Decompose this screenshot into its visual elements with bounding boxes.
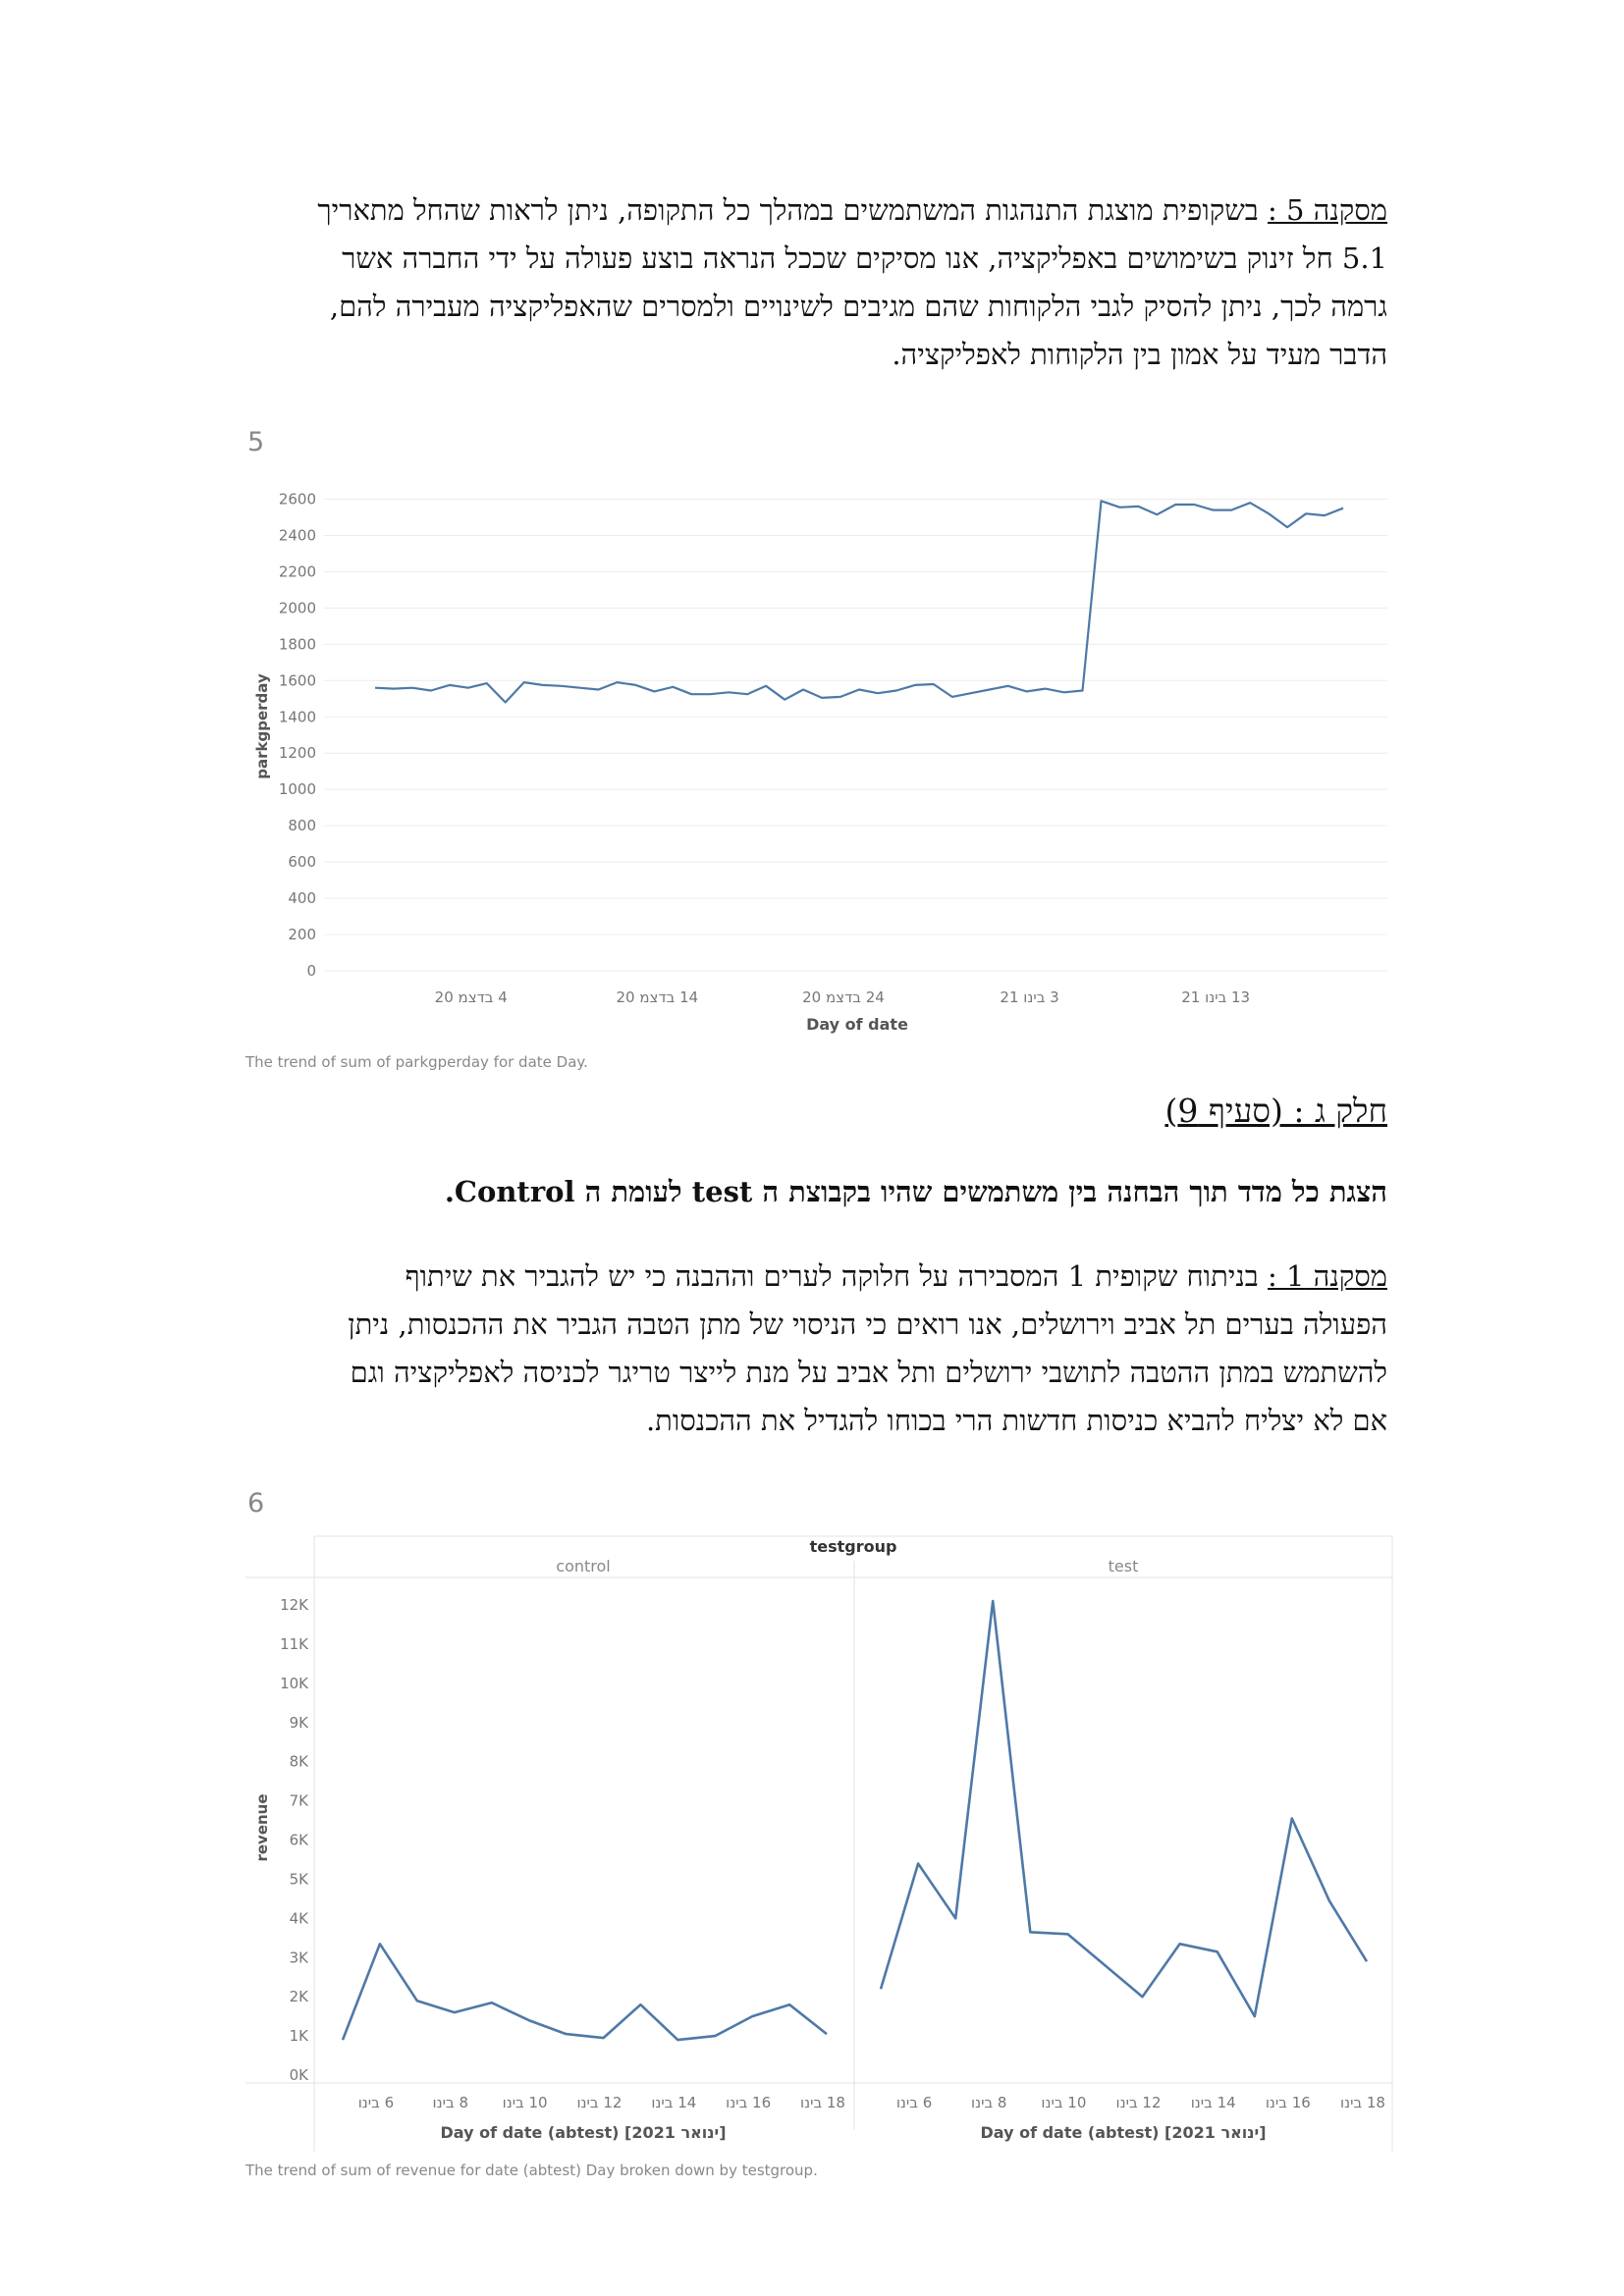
chart1-x-tick-label: 3 בינו 21 [1000,988,1058,1006]
chart2-series-line-test [879,1599,1369,2018]
chart2-x-ticks: 6 בינו 8 בינו 10 בינו 12 בינו 14 בינו 16 בינו… [358,2094,1385,2111]
conclusion-1-text: בניתוח שקופית 1 המסבירה על חלוקה לערים ו… [348,1259,1387,1437]
chart1-y-tick-label: 1600 [279,671,316,689]
conclusion-5-paragraph: מסקנה 5 : בשקופית מוצגת התנהגות המשתמשים… [314,187,1387,379]
chart1-x-tick-label: 4 בדצמ 20 [435,988,508,1006]
chart1-y-tick-label: 400 [288,889,316,907]
chart2-x-tick-label: 10 בינו [503,2094,548,2111]
conclusion-1-paragraph: מסקנה 1 : בניתוח שקופית 1 המסבירה על חלו… [314,1253,1387,1445]
chart1-x-tick-label: 24 בדצמ 20 [802,988,885,1006]
chart2-x-axis-label-control: Day of date (abtest) [ינואר 2021] [440,2123,726,2142]
chart1-y-tick-label: 1400 [279,708,316,725]
chart2-x-tick-label: 12 בינו [576,2094,622,2111]
panel-test-header: test [1109,1557,1139,1575]
chart1-x-tick-label: 13 בינו 21 [1181,988,1250,1006]
parkgperday-line-chart: 2600240022002000180016001400120010008006… [253,490,1387,1034]
chart1-x-ticks: 4 בדצמ 20 14 בדצמ 20 24 בדצמ 20 3 בינו 21 13… [435,988,1250,1006]
chart2-x-tick-label: 16 בינו [726,2094,771,2111]
chart2-y-ticks: 12K 11K 10K 9K 8K 7K 6K 5K 4K 3K 2K 1K 0K [280,1596,309,2084]
chart2-series [341,1599,1369,2042]
chart1-y-tick-label: 200 [288,926,316,943]
conclusion-5-label: מסקנה 5 : [1268,193,1387,227]
chart2-x-tick-label: 18 בינו [1340,2094,1385,2111]
chart2-x-tick-label: 6 בינו [358,2094,394,2111]
chart1-y-tick-label: 800 [288,817,316,834]
chart2-x-tick-label: 10 בינו [1041,2094,1086,2111]
chart1-y-tick-label: 1000 [279,780,316,798]
conclusion-1-label: מסקנה 1 : [1268,1259,1387,1293]
chart1-y-tick-label: 2200 [279,562,316,580]
chart2-y-tick-label: 0K [290,2066,310,2084]
chart2-x-tick-label: 8 בינו [971,2094,1006,2111]
chart1-series [374,500,1344,704]
chart2-x-axis-label-test: Day of date (abtest) [ינואר 2021] [980,2123,1266,2142]
chart1-y-ticks: 2600240022002000180016001400120010008006… [279,490,316,980]
conclusion-5-text: בשקופית מוצגת התנהגות המשתמשים במהלך כל … [317,193,1387,371]
bold-heading-line: הצגת כל מדד תוך הבחנה בין משתמשים שהיו ב… [444,1175,1387,1208]
chart2-y-tick-label: 7K [290,1792,310,1810]
chart2-y-tick-label: 4K [290,1909,310,1927]
chart2-y-tick-label: 12K [280,1596,309,1614]
chart2-x-tick-label: 8 בינו [433,2094,468,2111]
figure-5-number: 5 [247,427,265,457]
figure-6-caption: The trend of sum of revenue for date (ab… [245,2162,818,2179]
panel-control-header: control [556,1557,610,1575]
chart2-x-tick-label: 14 בינו [651,2094,696,2111]
chart2-x-tick-label: 14 בינו [1191,2094,1236,2111]
chart2-frame [245,1535,1393,2152]
chart2-y-tick-label: 8K [290,1753,310,1771]
chart1-y-tick-label: 1800 [279,635,316,653]
chart2-y-tick-label: 3K [290,1949,310,1966]
chart2-x-tick-label: 12 בינו [1116,2094,1162,2111]
chart2-x-tick-label: 6 בינו [896,2094,932,2111]
chart2-y-tick-label: 10K [280,1675,309,1692]
chart1-x-axis-label: Day of date [806,1015,908,1034]
chart2-x-tick-label: 18 בינו [800,2094,845,2111]
chart2-y-tick-label: 2K [290,1988,310,2005]
chart1-y-tick-label: 2400 [279,526,316,544]
chart1-y-tick-label: 2000 [279,599,316,616]
chart1-y-tick-label: 1200 [279,744,316,762]
chart1-y-tick-label: 2600 [279,490,316,507]
chart1-y-tick-label: 0 [306,962,316,980]
chart1-y-axis-label: parkgperday [253,673,271,779]
chart1-x-tick-label: 14 בדצמ 20 [617,988,699,1006]
chart2-y-tick-label: 5K [290,1870,310,1888]
chart2-y-tick-label: 1K [290,2027,310,2045]
chart1-y-tick-label: 600 [288,853,316,871]
chart2-y-axis-label: revenue [253,1793,271,1861]
chart2-title: testgroup [810,1537,897,1556]
chart2-y-tick-label: 11K [280,1635,309,1653]
figure-6-number: 6 [247,1488,265,1519]
section-title: חלק ג : (סעיף 9) [1164,1092,1387,1130]
chart2-x-tick-label: 16 בינו [1266,2094,1311,2111]
chart1-series-line [374,500,1344,704]
figure-5-caption: The trend of sum of parkgperday for date… [245,1053,588,1071]
chart2-y-tick-label: 6K [290,1832,310,1849]
chart2-series-line-control [341,1943,828,2042]
chart1-gridlines [324,498,1387,972]
chart2-y-tick-label: 9K [290,1714,310,1732]
